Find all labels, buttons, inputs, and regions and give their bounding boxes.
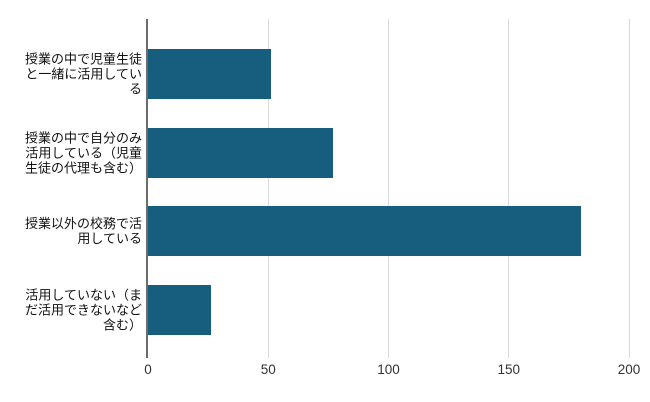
category-label-2: 授業以外の校務で活 用している [24, 216, 142, 247]
gridline-x-150 [508, 19, 510, 358]
plot-area: 0 50 100 150 200 [144, 19, 640, 377]
y-axis-line [146, 19, 148, 358]
x-tick-label: 200 [617, 362, 641, 377]
category-label-0: 授業の中で児童生徒 と一緒に活用してい る [24, 51, 142, 97]
x-tick-label: 100 [377, 362, 400, 377]
x-tick-label: 150 [497, 362, 521, 377]
gridline-x-50 [267, 19, 269, 358]
x-tick-label: 0 [144, 362, 152, 377]
bar-3 [148, 284, 211, 335]
category-label-1: 授業の中で自分のみ 活用している（児童 生徒の代理も含む） [24, 130, 142, 176]
x-tick-label: 50 [260, 362, 276, 377]
gridline-x-100 [388, 19, 389, 358]
bar-0 [148, 49, 271, 100]
bar-2 [148, 206, 581, 257]
gridline-x-200 [628, 19, 630, 358]
bar-1 [148, 127, 334, 178]
category-label-3: 活用していない（ま だ活用できないなど 含む） [24, 287, 142, 333]
